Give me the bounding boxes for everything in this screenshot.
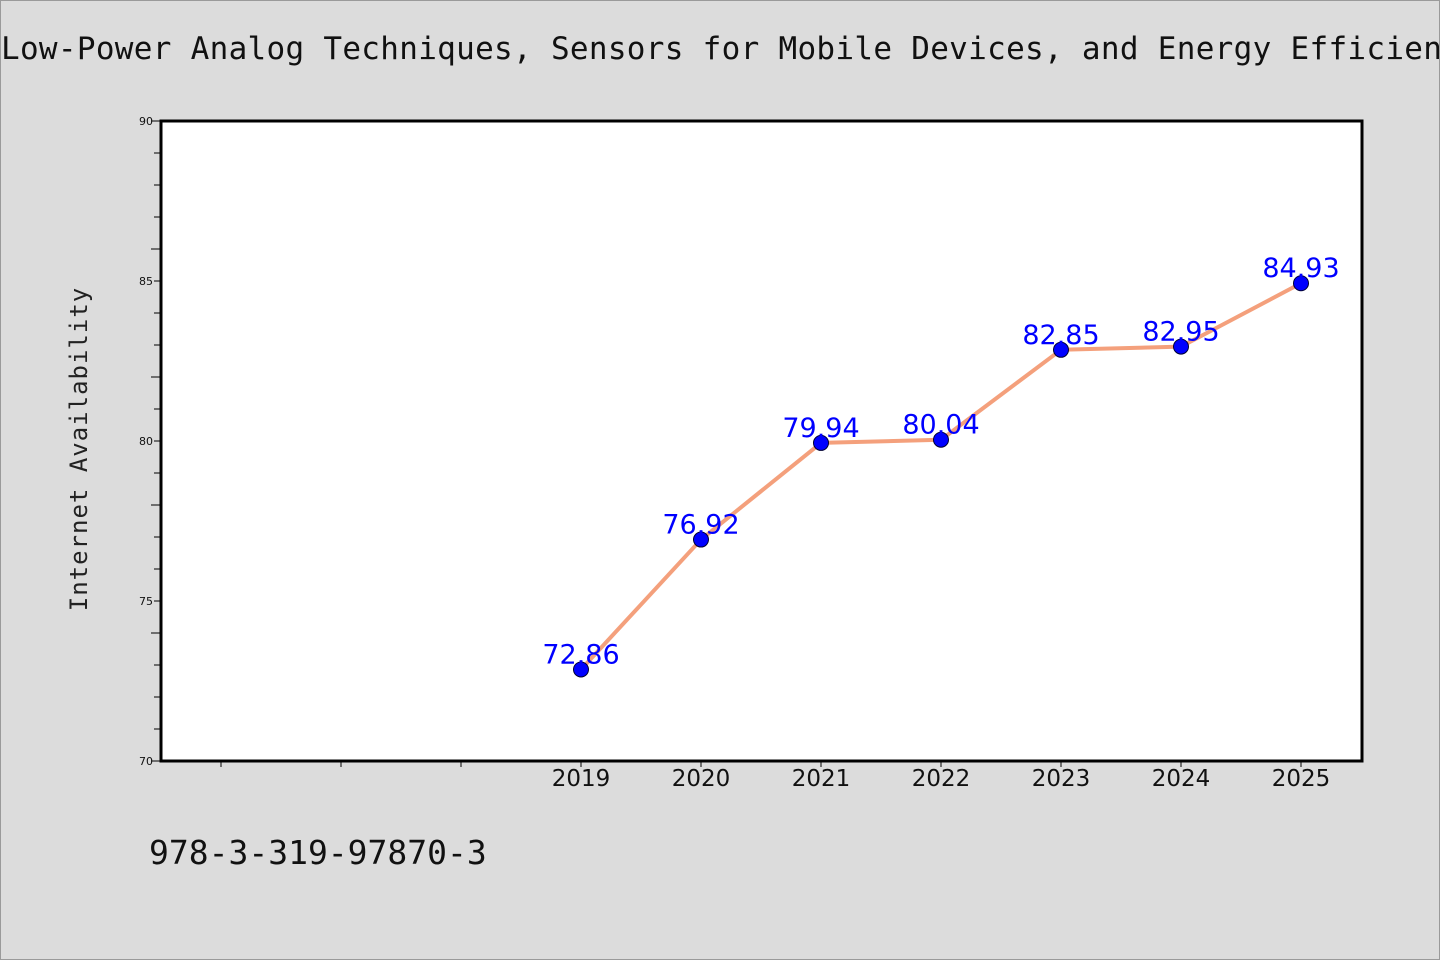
data-point [1293,275,1309,292]
y-tick-label: 85 [139,275,153,288]
data-point [1173,338,1189,355]
data-label: 82.95 [1142,317,1219,348]
x-tick-label: 2019 [552,766,611,792]
y-tick-label: 75 [139,595,153,608]
data-label: 72.86 [542,639,619,670]
x-tick-label: 2020 [672,766,731,792]
data-label: 76.92 [662,510,739,541]
data-label: 82.85 [1022,320,1099,351]
isbn-text: 978-3-319-97870-3 [149,833,487,872]
x-tick-label: 2025 [1272,766,1331,792]
data-point [573,661,589,678]
y-tick-label: 80 [139,435,153,448]
plot-area [159,119,1364,763]
x-tick-label: 2022 [912,766,971,792]
y-tick-label: 70 [139,755,153,768]
data-point [813,434,829,451]
data-point [933,431,949,448]
data-point [693,531,709,548]
chart-title: Low-Power Analog Techniques, Sensors for… [1,31,1440,67]
data-label: 84.93 [1262,253,1339,284]
y-tick-label: 90 [139,115,153,128]
y-axis-label: Internet Availability [65,287,93,611]
x-tick-label: 2021 [792,766,851,792]
data-point [1053,341,1069,358]
y-axis: 70 75 80 85 90 [139,115,161,768]
x-tick-label: 2023 [1032,766,1091,792]
data-label: 80.04 [902,410,979,441]
data-label: 79.94 [782,413,859,444]
x-axis: 2019 2020 2021 2022 2023 2024 2025 [220,761,1331,792]
series-line-group: 72.86 76.92 79.94 80.04 82.85 82.95 84.93 [542,253,1340,678]
x-tick-label: 2024 [1152,766,1211,792]
